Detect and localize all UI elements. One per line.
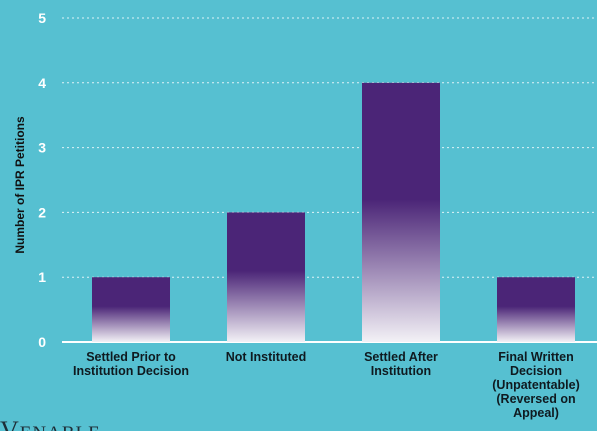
- bar: [362, 82, 440, 343]
- x-category-label: Settled After Institution: [364, 350, 438, 378]
- x-category-label: Settled Prior to Institution Decision: [73, 350, 189, 378]
- y-tick-label: 0: [38, 334, 46, 350]
- venable-logo: VENABLE: [0, 416, 100, 431]
- y-tick-label: 4: [38, 75, 46, 91]
- bar: [227, 212, 305, 342]
- y-tick-label: 1: [38, 269, 46, 285]
- y-axis-ticks: 0 1 2 3 4 5: [38, 10, 46, 350]
- bar: [92, 277, 170, 342]
- y-tick-label: 3: [38, 140, 46, 156]
- y-tick-label: 5: [38, 10, 46, 26]
- y-axis-title: Number of IPR Petitions: [13, 116, 27, 254]
- y-tick-label: 2: [38, 204, 46, 220]
- x-category-label: Final Written Decision (Unpatentable) (Reve…: [492, 350, 580, 420]
- x-category-label: Not Instituted: [225, 350, 307, 364]
- bar: [497, 277, 575, 342]
- bars: [92, 82, 575, 343]
